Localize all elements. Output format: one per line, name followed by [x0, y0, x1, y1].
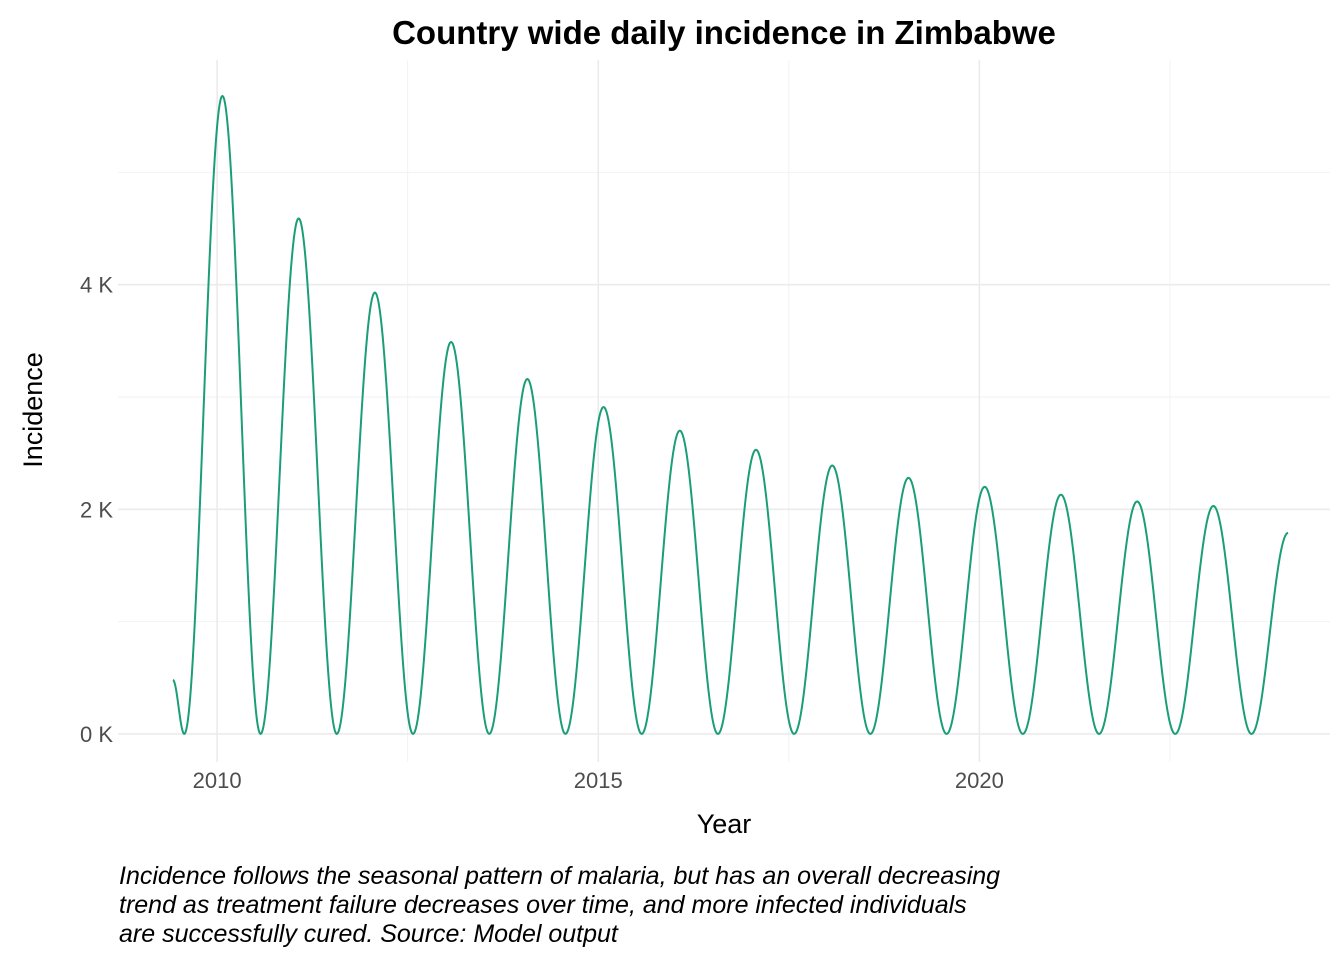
minor-gridlines	[118, 60, 1330, 762]
x-tick-label: 2010	[193, 768, 242, 793]
chart-title: Country wide daily incidence in Zimbabwe	[392, 14, 1056, 51]
caption-line: trend as treatment failure decreases ove…	[119, 891, 967, 919]
chart-caption: Incidence follows the seasonal pattern o…	[119, 862, 1119, 949]
y-tick-label: 0 K	[80, 722, 113, 747]
y-axis-ticks: 0 K 2 K 4 K	[80, 273, 113, 747]
major-gridlines	[118, 60, 1330, 762]
y-tick-label: 4 K	[80, 273, 113, 298]
y-axis-title: Incidence	[18, 352, 48, 468]
x-axis-ticks: 2010 2015 2020	[193, 768, 1004, 793]
x-tick-label: 2015	[574, 768, 623, 793]
caption-line: are successfully cured. Source: Model ou…	[119, 920, 618, 948]
x-tick-label: 2020	[955, 768, 1004, 793]
caption-line: Incidence follows the seasonal pattern o…	[119, 862, 1001, 890]
x-axis-title: Year	[697, 809, 752, 839]
y-tick-label: 2 K	[80, 497, 113, 522]
incidence-line	[172, 94, 1289, 735]
